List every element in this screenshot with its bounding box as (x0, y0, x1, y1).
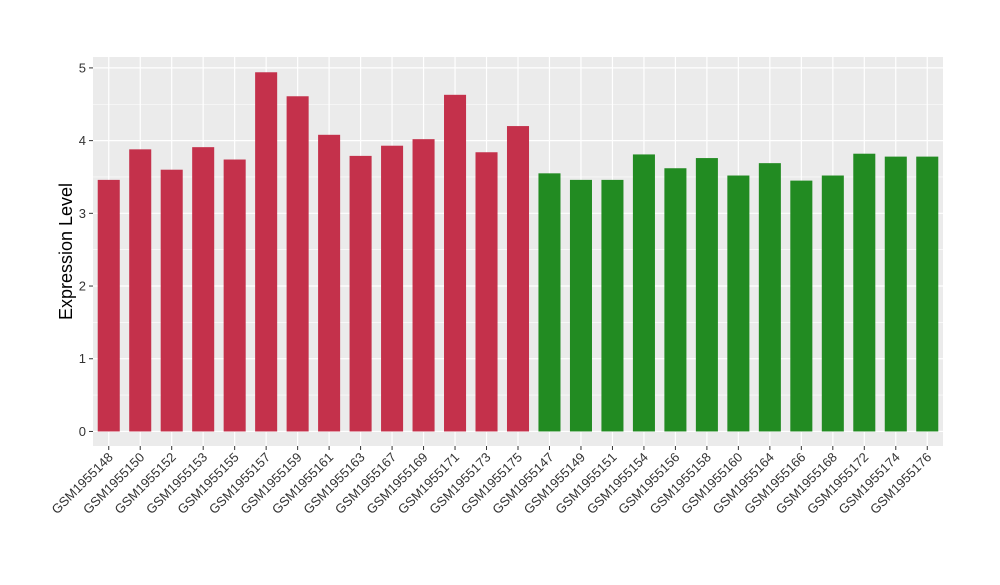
bar-GSM1955150 (129, 149, 152, 432)
bar-GSM1955147 (538, 173, 561, 432)
bar-GSM1955148 (97, 179, 120, 432)
bar-GSM1955155 (223, 159, 246, 432)
bar-GSM1955169 (412, 139, 435, 432)
bar-GSM1955149 (569, 179, 592, 432)
bar-GSM1955176 (916, 156, 939, 432)
y-tick-label: 5 (79, 60, 86, 75)
bar-GSM1955154 (632, 154, 655, 432)
bar-GSM1955151 (601, 179, 624, 432)
y-axis-title: Expression Level (56, 183, 76, 320)
bar-GSM1955172 (853, 153, 876, 432)
y-axis: 0 1 2 3 4 5 (79, 60, 93, 439)
bar-GSM1955161 (318, 134, 341, 432)
bar-GSM1955158 (695, 158, 718, 432)
bar-GSM1955167 (381, 145, 404, 432)
bars (97, 72, 939, 432)
bar-GSM1955173 (475, 152, 498, 432)
y-tick-label: 3 (79, 206, 86, 221)
bar-GSM1955157 (255, 72, 278, 432)
bar-GSM1955159 (286, 96, 309, 432)
y-tick-label: 4 (79, 133, 86, 148)
bar-GSM1955171 (444, 94, 467, 432)
bar-GSM1955152 (160, 169, 183, 432)
bar-GSM1955174 (884, 156, 907, 432)
bar-GSM1955175 (506, 126, 530, 432)
bar-GSM1955168 (821, 175, 844, 432)
y-tick-label: 0 (79, 424, 86, 439)
bar-GSM1955153 (192, 147, 215, 432)
bar-GSM1955156 (664, 168, 687, 432)
bar-GSM1955166 (790, 180, 813, 432)
bar-GSM1955160 (727, 175, 750, 432)
x-axis: GSM1955148GSM1955150GSM1955152GSM1955153… (49, 446, 934, 517)
bar-GSM1955164 (758, 163, 781, 432)
bar-GSM1955163 (349, 155, 372, 432)
y-tick-label: 2 (79, 279, 86, 294)
y-tick-label: 1 (79, 351, 86, 366)
